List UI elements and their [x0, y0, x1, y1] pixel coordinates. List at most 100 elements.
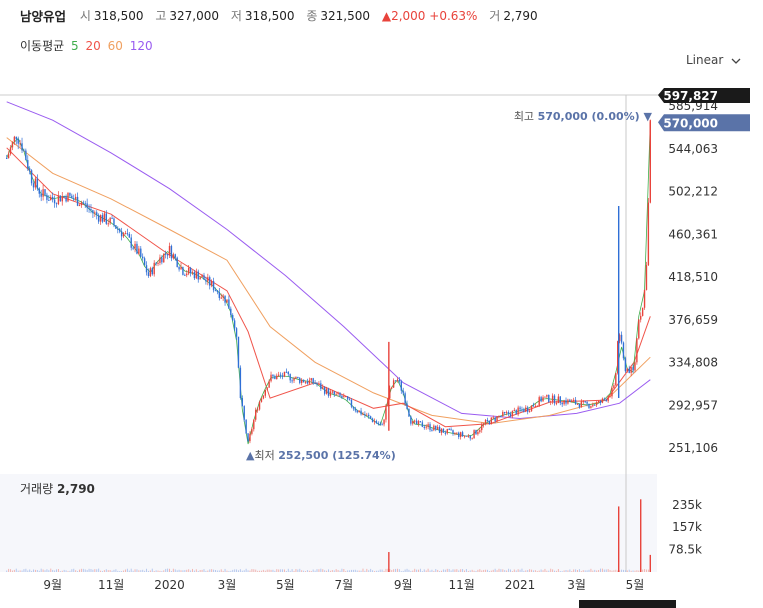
high-value: 327,000 [169, 8, 220, 23]
candle-body [571, 400, 573, 402]
ma-legend-120[interactable]: 120 [129, 39, 153, 53]
candle-body [527, 407, 529, 412]
candle-body [145, 265, 148, 273]
candle-body [588, 403, 590, 408]
candle-body [176, 257, 178, 268]
candle-body [285, 371, 288, 373]
candle-body [525, 407, 527, 412]
candle-body [611, 388, 613, 397]
candle-body [163, 253, 165, 263]
candle-body [262, 395, 265, 399]
candle-body [316, 383, 318, 385]
candle-body [88, 207, 90, 209]
candle-body [576, 403, 579, 405]
candle-body [297, 376, 299, 379]
candle-body [348, 399, 351, 401]
candle-body [389, 388, 391, 399]
candle-body [172, 254, 175, 259]
scale-value: Linear [686, 53, 724, 67]
candle-body [387, 398, 389, 406]
candle-body [490, 417, 493, 425]
x-tick-label: 9월 [43, 578, 62, 592]
candle-body [237, 336, 240, 368]
candle-body [429, 424, 431, 430]
candle-body [300, 379, 303, 383]
candle-body [320, 383, 322, 389]
ma-legend-label: 이동평균 [20, 39, 65, 53]
price-tick-label: 334,808 [668, 356, 718, 370]
candle-body [222, 295, 224, 298]
low-annotation: ▲최저 252,500 (125.74%) [246, 449, 396, 462]
ma-legend[interactable]: 이동평균 5 20 60 120 [20, 37, 156, 54]
scale-selector[interactable]: Linear [686, 53, 741, 67]
candle-body [308, 380, 311, 384]
candle-body [299, 378, 301, 383]
candle-body [291, 380, 293, 382]
candle-body [645, 265, 648, 290]
candle-body [636, 338, 638, 363]
candle-body [446, 429, 448, 434]
ma-legend-60[interactable]: 60 [107, 39, 123, 53]
candle-body [27, 160, 29, 169]
x-tick-label: 9월 [394, 578, 413, 592]
candle-body [586, 401, 588, 404]
candle-body [473, 430, 475, 439]
candle-body [164, 253, 167, 255]
candle-body [555, 403, 558, 405]
candle-body [599, 401, 602, 403]
stock-name: 남양유업 [20, 9, 67, 24]
candle-body [17, 139, 19, 144]
candle-body [337, 392, 339, 394]
candle-body [232, 315, 234, 321]
candle-body [201, 275, 203, 278]
candle-body [544, 396, 546, 398]
low-annotation-value: 252,500 (125.74%) [278, 449, 395, 462]
candle-body [304, 381, 307, 383]
candle-body [385, 405, 387, 420]
candle-body [488, 420, 491, 425]
candle-body [626, 368, 629, 372]
candle-body [142, 256, 144, 259]
candle-body [99, 215, 102, 222]
candle-body [574, 399, 577, 404]
candle-body [149, 268, 152, 277]
candle-body [578, 403, 581, 408]
candle-body [630, 367, 632, 373]
crosshair-tag-bg [658, 88, 750, 103]
candle-body [484, 419, 487, 424]
candle-body [528, 411, 531, 413]
open-label: 시 [79, 9, 91, 23]
candle-body [107, 223, 109, 225]
candle-body [256, 409, 259, 411]
candle-body [38, 188, 40, 194]
candle-body [272, 374, 274, 377]
candle-body [266, 387, 268, 390]
candle-body [548, 394, 550, 403]
candle-body [239, 367, 242, 399]
candle-body [216, 290, 219, 293]
candle-body [203, 275, 205, 280]
candle-body [507, 412, 510, 415]
candle-body [369, 416, 372, 419]
candle-body [561, 402, 563, 405]
ma20-line [6, 147, 651, 428]
candle-body [415, 420, 418, 425]
x-tick-label: 2020 [154, 578, 185, 592]
candle-body [187, 267, 190, 274]
ma-legend-20[interactable]: 20 [85, 39, 101, 53]
candle-body [235, 328, 238, 337]
candle-body [433, 425, 435, 431]
candle-body [352, 406, 355, 409]
candle-body [134, 243, 136, 249]
candle-body [195, 271, 198, 279]
candle-body [103, 213, 106, 222]
low-annotation-label: 최저 [255, 449, 279, 462]
candle-body [277, 374, 280, 376]
candle-body [536, 405, 538, 407]
candle-body [521, 409, 523, 411]
candle-body [559, 396, 561, 403]
ma-legend-5[interactable]: 5 [71, 39, 79, 53]
candle-body [30, 170, 33, 184]
candle-body [542, 397, 544, 402]
